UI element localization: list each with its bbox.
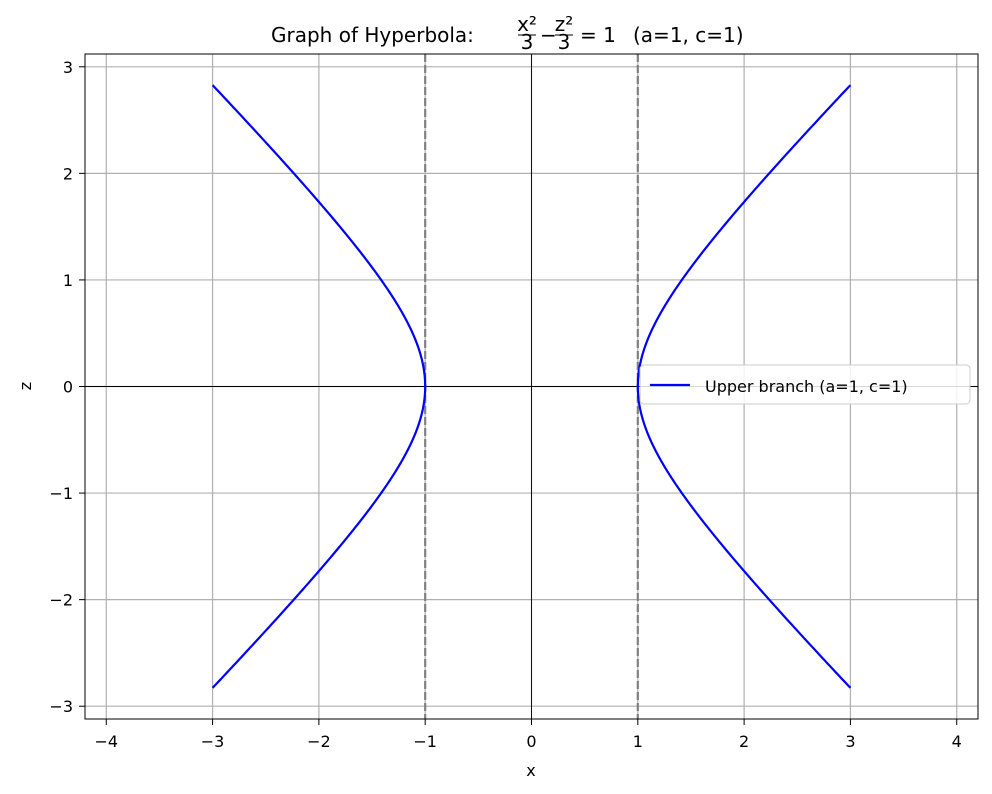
title-frac1-numerator: x² — [517, 12, 537, 36]
hyperbola-branch-1 — [636, 84, 852, 387]
title-frac2-numerator: z² — [555, 12, 574, 36]
x-tick-label: −2 — [307, 732, 331, 751]
x-tick-label: 1 — [633, 732, 643, 751]
y-tick-label: 1 — [63, 271, 73, 290]
series-lines — [211, 84, 852, 689]
y-tick-label: 0 — [63, 378, 73, 397]
hyperbola-branch-4 — [211, 386, 427, 689]
title-equals: = 1 — [580, 23, 616, 47]
title-prefix: Graph of Hyperbola: — [271, 23, 474, 47]
y-tick-label: −3 — [49, 697, 73, 716]
title-frac1-denominator: 3 — [521, 30, 534, 54]
x-tick-label: −4 — [94, 732, 118, 751]
title-minus: − — [540, 23, 557, 47]
y-tick-label: −2 — [49, 591, 73, 610]
y-axis-label: z — [16, 382, 35, 390]
x-axis-label: x — [526, 761, 535, 780]
x-tick-label: 4 — [952, 732, 962, 751]
y-tick-label: 3 — [63, 58, 73, 77]
x-tick-label: 0 — [526, 732, 536, 751]
x-tick-label: −3 — [201, 732, 225, 751]
chart-title: Graph of Hyperbola: x² 3 − z² 3 = 1 (a=1… — [271, 12, 744, 54]
y-ticks: −3 −2 −1 0 1 2 3 — [49, 58, 85, 716]
title-suffix: (a=1, c=1) — [633, 23, 744, 47]
legend-box — [639, 364, 971, 405]
x-ticks: −4 −3 −2 −1 0 1 2 3 4 — [94, 719, 962, 751]
hyperbola-branch-3 — [211, 84, 427, 387]
legend: Upper branch (a=1, c=1) — [639, 364, 971, 405]
y-tick-label: −1 — [49, 484, 73, 503]
hyperbola-branch-2 — [636, 386, 852, 689]
x-tick-label: −1 — [413, 732, 437, 751]
legend-label-upper-branch: Upper branch (a=1, c=1) — [705, 377, 908, 396]
x-tick-label: 2 — [739, 732, 749, 751]
y-tick-label: 2 — [63, 164, 73, 183]
x-tick-label: 3 — [845, 732, 855, 751]
title-frac2-denominator: 3 — [558, 30, 571, 54]
